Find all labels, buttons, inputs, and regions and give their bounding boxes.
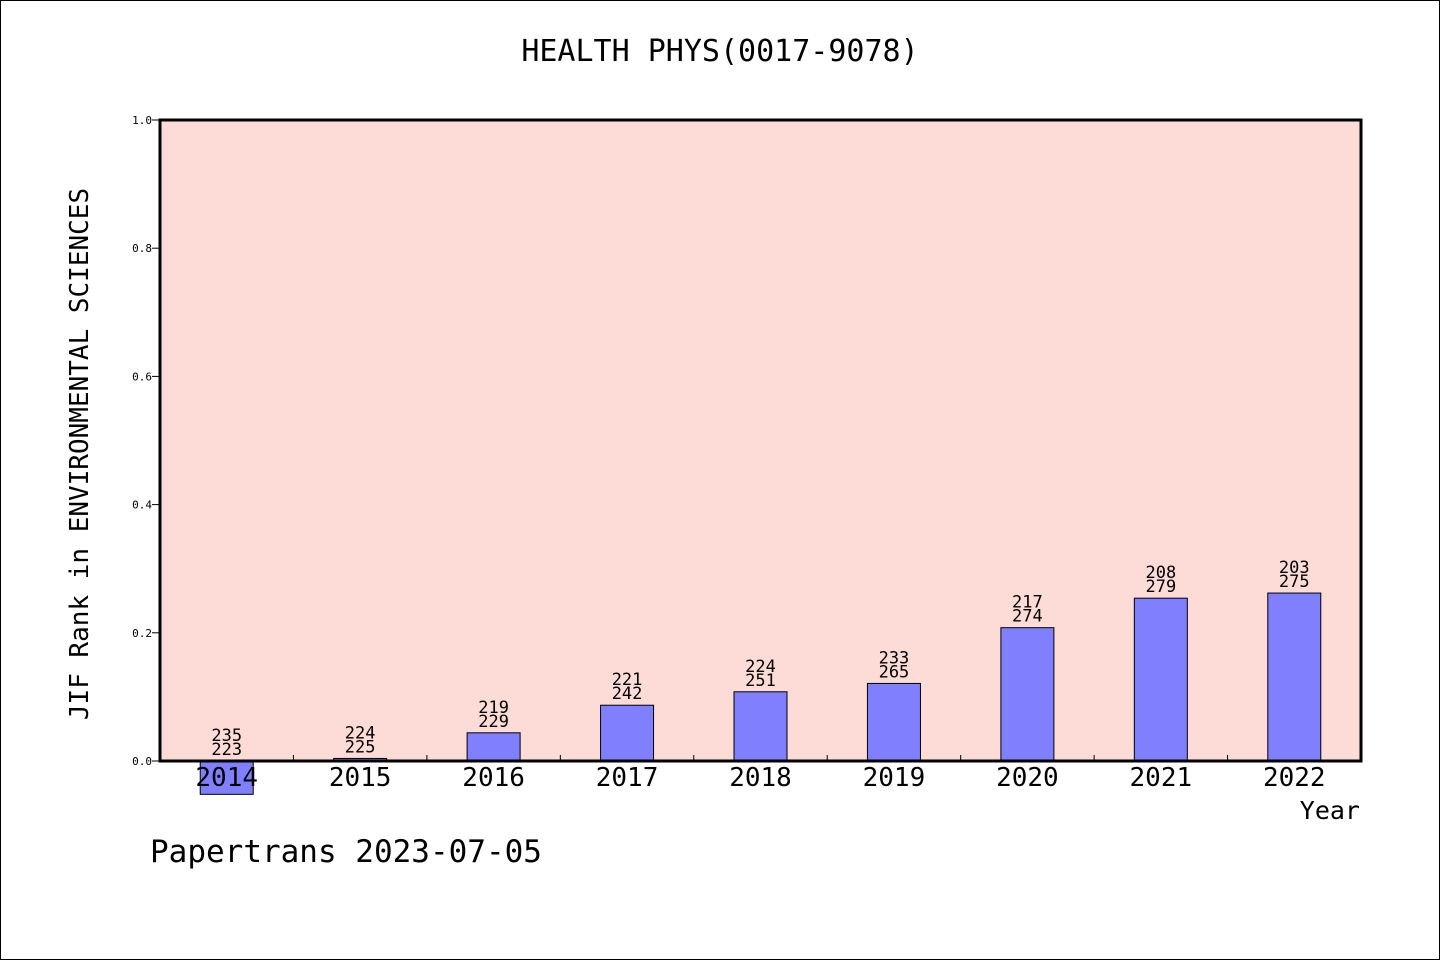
x-tick-label: 2014 bbox=[195, 763, 258, 793]
bar bbox=[733, 691, 788, 762]
y-tick-label: 1.0 bbox=[132, 114, 152, 127]
bar-value-label-bottom: 229 bbox=[478, 712, 509, 732]
bar-value-label-bottom: 251 bbox=[745, 671, 776, 691]
y-tick-label: 0.8 bbox=[132, 242, 152, 255]
x-tick-label: 2019 bbox=[863, 763, 926, 793]
x-tick-label: 2018 bbox=[729, 763, 792, 793]
bar-value-label-bottom: 242 bbox=[612, 684, 643, 704]
bar-value-label-top: 235 bbox=[211, 726, 242, 746]
bar-value-label-bottom: 274 bbox=[1012, 607, 1043, 627]
bar-value-label-top: 203 bbox=[1279, 558, 1310, 578]
bar bbox=[1133, 597, 1188, 762]
y-tick-label: 0.6 bbox=[132, 370, 152, 383]
bar bbox=[199, 760, 254, 795]
x-tick-label: 2015 bbox=[329, 763, 392, 793]
bar-value-label-bottom: 223 bbox=[211, 740, 242, 760]
plot-border bbox=[158, 118, 1363, 763]
y-tick-label: 0.4 bbox=[132, 499, 152, 512]
x-tick-label: 2022 bbox=[1263, 763, 1326, 793]
bar-value-label-top: 224 bbox=[345, 723, 376, 743]
bar-value-label-bottom: 265 bbox=[879, 662, 910, 682]
x-tick-label: 2020 bbox=[996, 763, 1059, 793]
bar-value-label-top: 219 bbox=[478, 698, 509, 718]
bar bbox=[600, 704, 655, 762]
bar-value-label-bottom: 275 bbox=[1279, 572, 1310, 592]
bar-value-label-top: 221 bbox=[612, 670, 643, 690]
credit-text: Papertrans 2023-07-05 bbox=[150, 834, 542, 870]
x-tick-label: 2017 bbox=[596, 763, 659, 793]
y-tick-label: 0.0 bbox=[132, 755, 152, 768]
bar-value-label-bottom: 279 bbox=[1145, 577, 1176, 597]
bar-value-label-top: 233 bbox=[879, 648, 910, 668]
bar bbox=[466, 732, 521, 762]
bar bbox=[866, 682, 921, 762]
bar-value-label-top: 217 bbox=[1012, 593, 1043, 613]
bar-value-label-top: 224 bbox=[745, 657, 776, 677]
x-tick-label: 2016 bbox=[462, 763, 525, 793]
x-axis-label: Year bbox=[1299, 796, 1360, 825]
chart-title: HEALTH PHYS(0017-9078) bbox=[521, 34, 919, 69]
x-tick-label: 2021 bbox=[1130, 763, 1193, 793]
bar bbox=[1000, 627, 1055, 762]
bar-value-label-top: 208 bbox=[1145, 563, 1176, 583]
bar-value-label-bottom: 225 bbox=[345, 737, 376, 757]
bar bbox=[1267, 592, 1322, 762]
y-tick-label: 0.2 bbox=[132, 627, 152, 640]
